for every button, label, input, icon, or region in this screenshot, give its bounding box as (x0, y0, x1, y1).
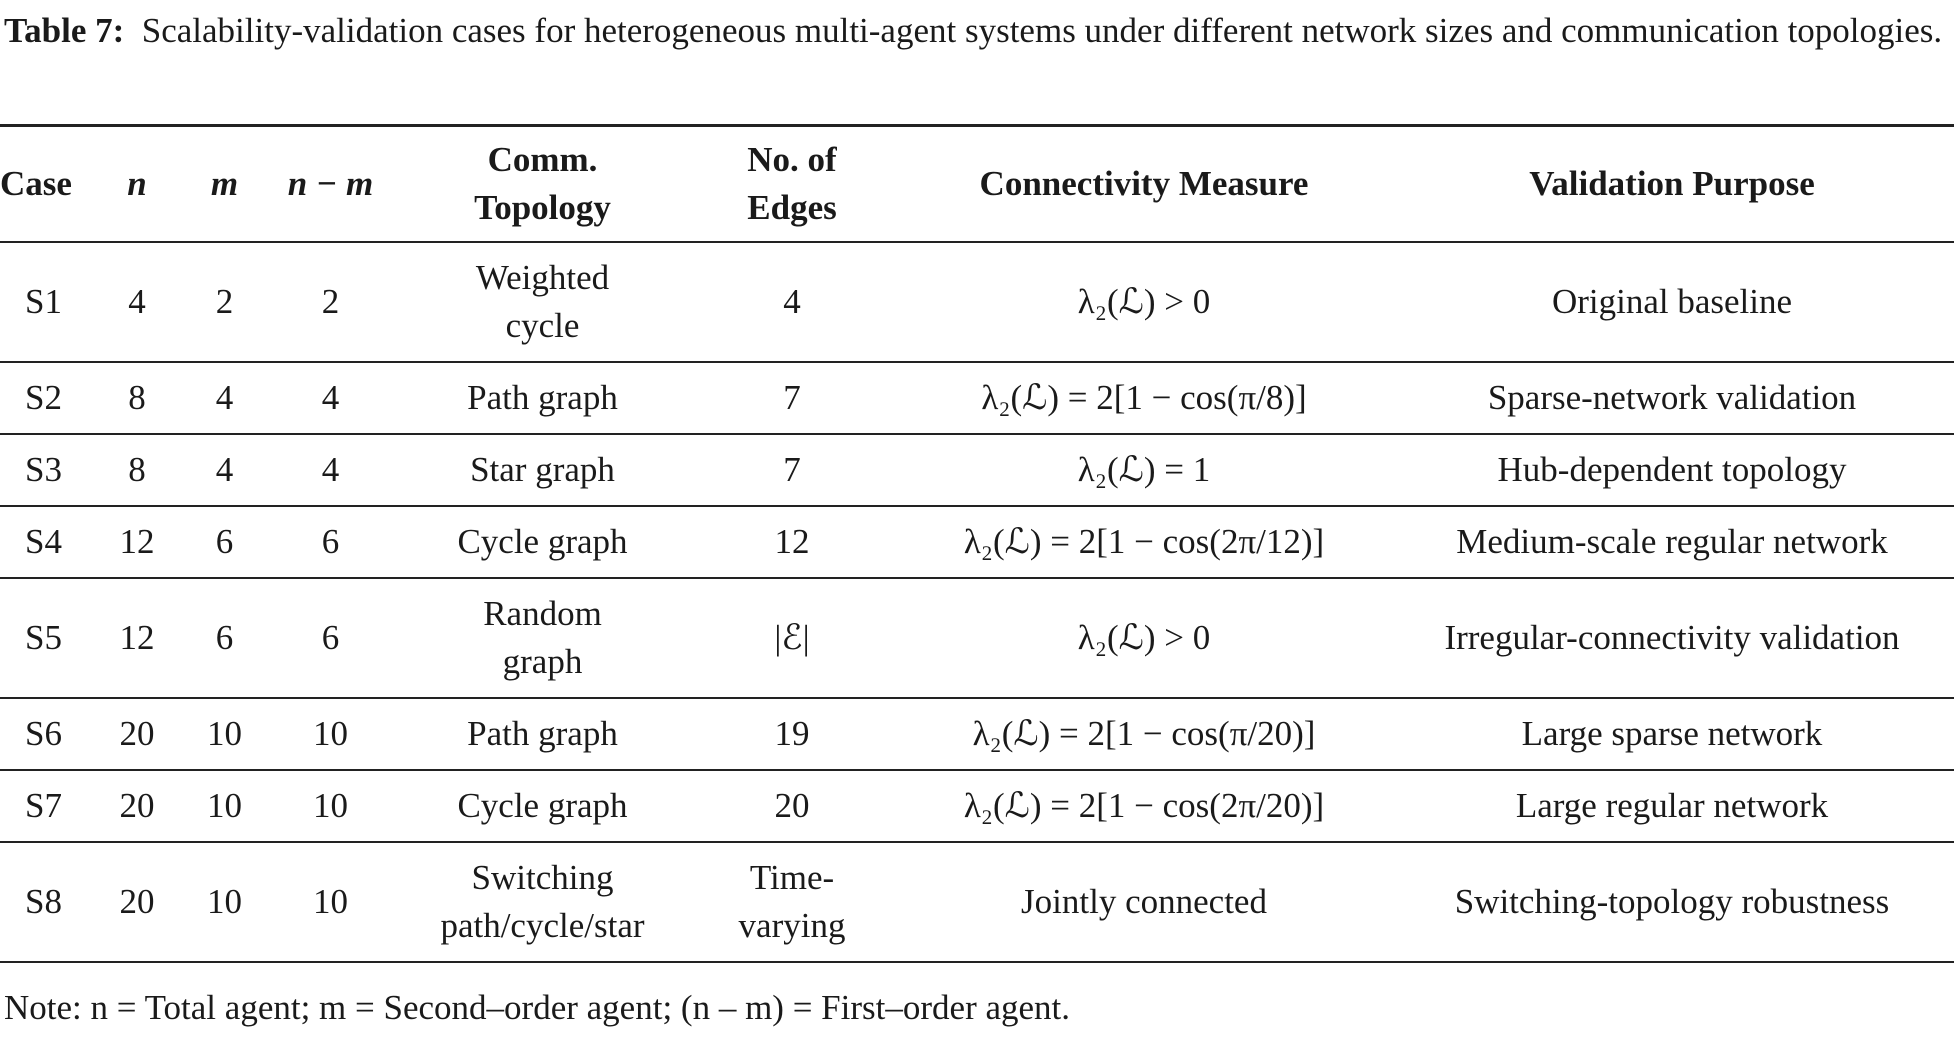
table-cell: 4 (187, 362, 262, 435)
table-cell: Hub-dependent topology (1390, 434, 1954, 507)
table-cell: S1 (0, 242, 87, 363)
table: Case n m n − m Comm. Topology No. of Edges Con… (0, 124, 1954, 963)
table-cell: 12 (686, 506, 898, 579)
table-cell: Path graph (399, 698, 686, 771)
table-cell: λ₂(ℒ) = 2[1 − cos(π/8)] (898, 362, 1390, 435)
table-cell: Random graph (399, 578, 686, 699)
table-row: S4 12 6 6 Cycle graph 12 λ₂(ℒ) = 2[1 − cos(2π/… (0, 506, 1954, 579)
table-cell: λ₂(ℒ) = 2[1 − cos(π/20)] (898, 698, 1390, 771)
table-cell: 4 (187, 434, 262, 507)
table-row: S3 8 4 4 Star graph 7 λ₂(ℒ) = 1 Hub-dependent t… (0, 434, 1954, 507)
table-cell: Cycle graph (399, 506, 686, 579)
column-header: Validation Purpose (1390, 124, 1954, 243)
table-cell: 6 (262, 506, 399, 579)
table-cell: 4 (262, 362, 399, 435)
table-cell: 7 (686, 362, 898, 435)
table-cell: 6 (262, 578, 399, 699)
table-cell: Jointly connected (898, 842, 1390, 963)
caption-label: Table 7: (4, 11, 125, 50)
table-caption: Table 7: Scalability-validation cases fo… (4, 8, 1948, 54)
table-cell: 4 (87, 242, 187, 363)
table-cell: S5 (0, 578, 87, 699)
table-cell: Time- varying (686, 842, 898, 963)
table-cell: S4 (0, 506, 87, 579)
table-cell: Medium-scale regular network (1390, 506, 1954, 579)
column-header: Case (0, 124, 87, 243)
table-row: S8 20 10 10 Switching path/cycle/star Time- v… (0, 842, 1954, 963)
table-cell: 12 (87, 578, 187, 699)
table-cell: 20 (87, 770, 187, 843)
table-cell: 20 (87, 698, 187, 771)
table-cell: Irregular-connectivity validation (1390, 578, 1954, 699)
table-cell: λ₂(ℒ) > 0 (898, 578, 1390, 699)
table-cell: Large regular network (1390, 770, 1954, 843)
table-cell: 6 (187, 578, 262, 699)
table-cell: Weighted cycle (399, 242, 686, 363)
table-cell: 10 (187, 842, 262, 963)
table-cell: λ₂(ℒ) = 1 (898, 434, 1390, 507)
table-cell: 10 (262, 842, 399, 963)
table-cell: S7 (0, 770, 87, 843)
table-cell: Cycle graph (399, 770, 686, 843)
table-row: S2 8 4 4 Path graph 7 λ₂(ℒ) = 2[1 − cos(π/8)] S… (0, 362, 1954, 435)
table-cell: 4 (686, 242, 898, 363)
table-cell: λ₂(ℒ) > 0 (898, 242, 1390, 363)
table-row: S7 20 10 10 Cycle graph 20 λ₂(ℒ) = 2[1 − cos(2… (0, 770, 1954, 843)
table-cell: 20 (87, 842, 187, 963)
table-cell: |ℰ| (686, 578, 898, 699)
caption-text: Scalability-validation cases for heterog… (141, 11, 1943, 50)
table-cell: Switching path/cycle/star (399, 842, 686, 963)
table-cell: Sparse-network validation (1390, 362, 1954, 435)
table-cell: 10 (187, 698, 262, 771)
table-cell: S3 (0, 434, 87, 507)
table-cell: λ₂(ℒ) = 2[1 − cos(2π/12)] (898, 506, 1390, 579)
column-header: Comm. Topology (399, 124, 686, 243)
table-cell: 10 (262, 698, 399, 771)
table-row: S6 20 10 10 Path graph 19 λ₂(ℒ) = 2[1 − cos(π/… (0, 698, 1954, 771)
table-cell: 2 (187, 242, 262, 363)
column-header: n − m (262, 124, 399, 243)
column-header: m (187, 124, 262, 243)
table-row: S1 4 2 2 Weighted cycle 4 λ₂(ℒ) > 0 Original ba… (0, 242, 1954, 363)
table-cell: Switching-topology robustness (1390, 842, 1954, 963)
table-cell: 7 (686, 434, 898, 507)
table-cell: 6 (187, 506, 262, 579)
table-cell: S8 (0, 842, 87, 963)
table-note: Note: n = Total agent; m = Second–order … (4, 988, 1071, 1027)
table-cell: Star graph (399, 434, 686, 507)
header-row: Case n m n − m Comm. Topology No. of Edges Con… (0, 124, 1954, 243)
table-cell: Original baseline (1390, 242, 1954, 363)
table-cell: 12 (87, 506, 187, 579)
column-header: No. of Edges (686, 124, 898, 243)
table-cell: 4 (262, 434, 399, 507)
table-cell: 10 (262, 770, 399, 843)
table-cell: λ₂(ℒ) = 2[1 − cos(2π/20)] (898, 770, 1390, 843)
table-cell: 2 (262, 242, 399, 363)
column-header: Connectivity Measure (898, 124, 1390, 243)
table-cell: S6 (0, 698, 87, 771)
table-cell: 10 (187, 770, 262, 843)
table-body: S1 4 2 2 Weighted cycle 4 λ₂(ℒ) > 0 Original ba… (0, 242, 1954, 963)
column-header: n (87, 124, 187, 243)
table-row: S5 12 6 6 Random graph |ℰ| λ₂(ℒ) > 0 Irregular-… (0, 578, 1954, 699)
table-cell: 8 (87, 434, 187, 507)
table-cell: S2 (0, 362, 87, 435)
table-cell: Path graph (399, 362, 686, 435)
table-cell: 20 (686, 770, 898, 843)
table-cell: 19 (686, 698, 898, 771)
table-cell: 8 (87, 362, 187, 435)
table-cell: Large sparse network (1390, 698, 1954, 771)
